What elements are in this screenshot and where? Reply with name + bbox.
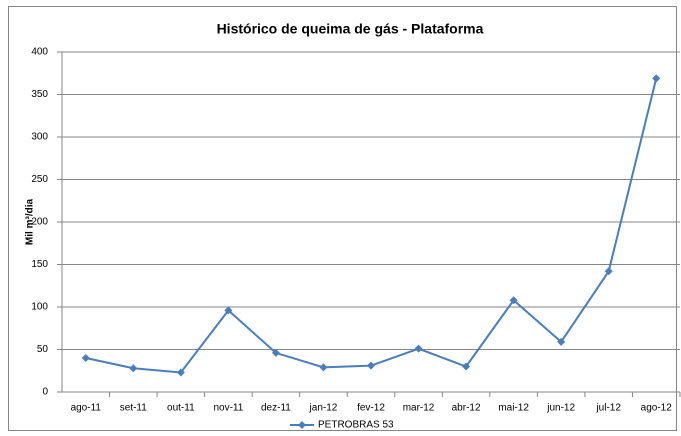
point-marker: [604, 267, 613, 276]
chart-title: Histórico de queima de gás - Plataforma: [217, 21, 484, 37]
legend-label: PETROBRAS 53: [318, 420, 394, 431]
point-marker: [224, 306, 233, 315]
y-tick-label: 100: [31, 302, 48, 313]
point-marker: [462, 362, 471, 371]
point-marker: [271, 348, 280, 357]
x-tick-label: ago-11: [71, 403, 102, 414]
point-marker: [414, 344, 423, 353]
x-tick-label: out-11: [167, 403, 195, 414]
x-tick-label: jun-12: [546, 403, 575, 414]
x-tick-label: jan-12: [309, 403, 338, 414]
point-marker: [367, 361, 375, 370]
point-marker: [652, 74, 661, 83]
x-tick-label: dez-11: [261, 403, 291, 414]
chart-border: [8, 6, 677, 431]
y-tick-label: 150: [31, 259, 48, 270]
x-tick-label: fev-12: [357, 403, 385, 414]
x-tick-label: mai-12: [498, 403, 529, 414]
y-tick-label: 50: [37, 344, 49, 355]
point-marker: [557, 337, 566, 346]
legend-marker: [298, 421, 306, 429]
x-tick-label: mar-12: [403, 403, 435, 414]
x-tick-label: set-11: [120, 403, 147, 414]
y-tick-label: 250: [31, 174, 48, 185]
x-tick-label: nov-11: [213, 403, 243, 414]
y-tick-label: 300: [31, 132, 48, 143]
point-marker: [509, 296, 518, 305]
point-marker: [81, 354, 90, 362]
y-tick-label: 400: [31, 47, 48, 58]
point-marker: [319, 363, 328, 372]
y-tick-label: 0: [42, 387, 48, 398]
y-tick-label: 350: [31, 89, 48, 100]
x-tick-label: jul-12: [595, 403, 621, 414]
x-tick-label: ago-12: [641, 403, 673, 414]
y-tick-label: 200: [31, 217, 48, 228]
x-tick-label: abr-12: [452, 403, 481, 414]
y-axis-label: Mil m³/dia: [25, 199, 36, 246]
point-marker: [176, 368, 185, 377]
point-marker: [129, 364, 138, 373]
